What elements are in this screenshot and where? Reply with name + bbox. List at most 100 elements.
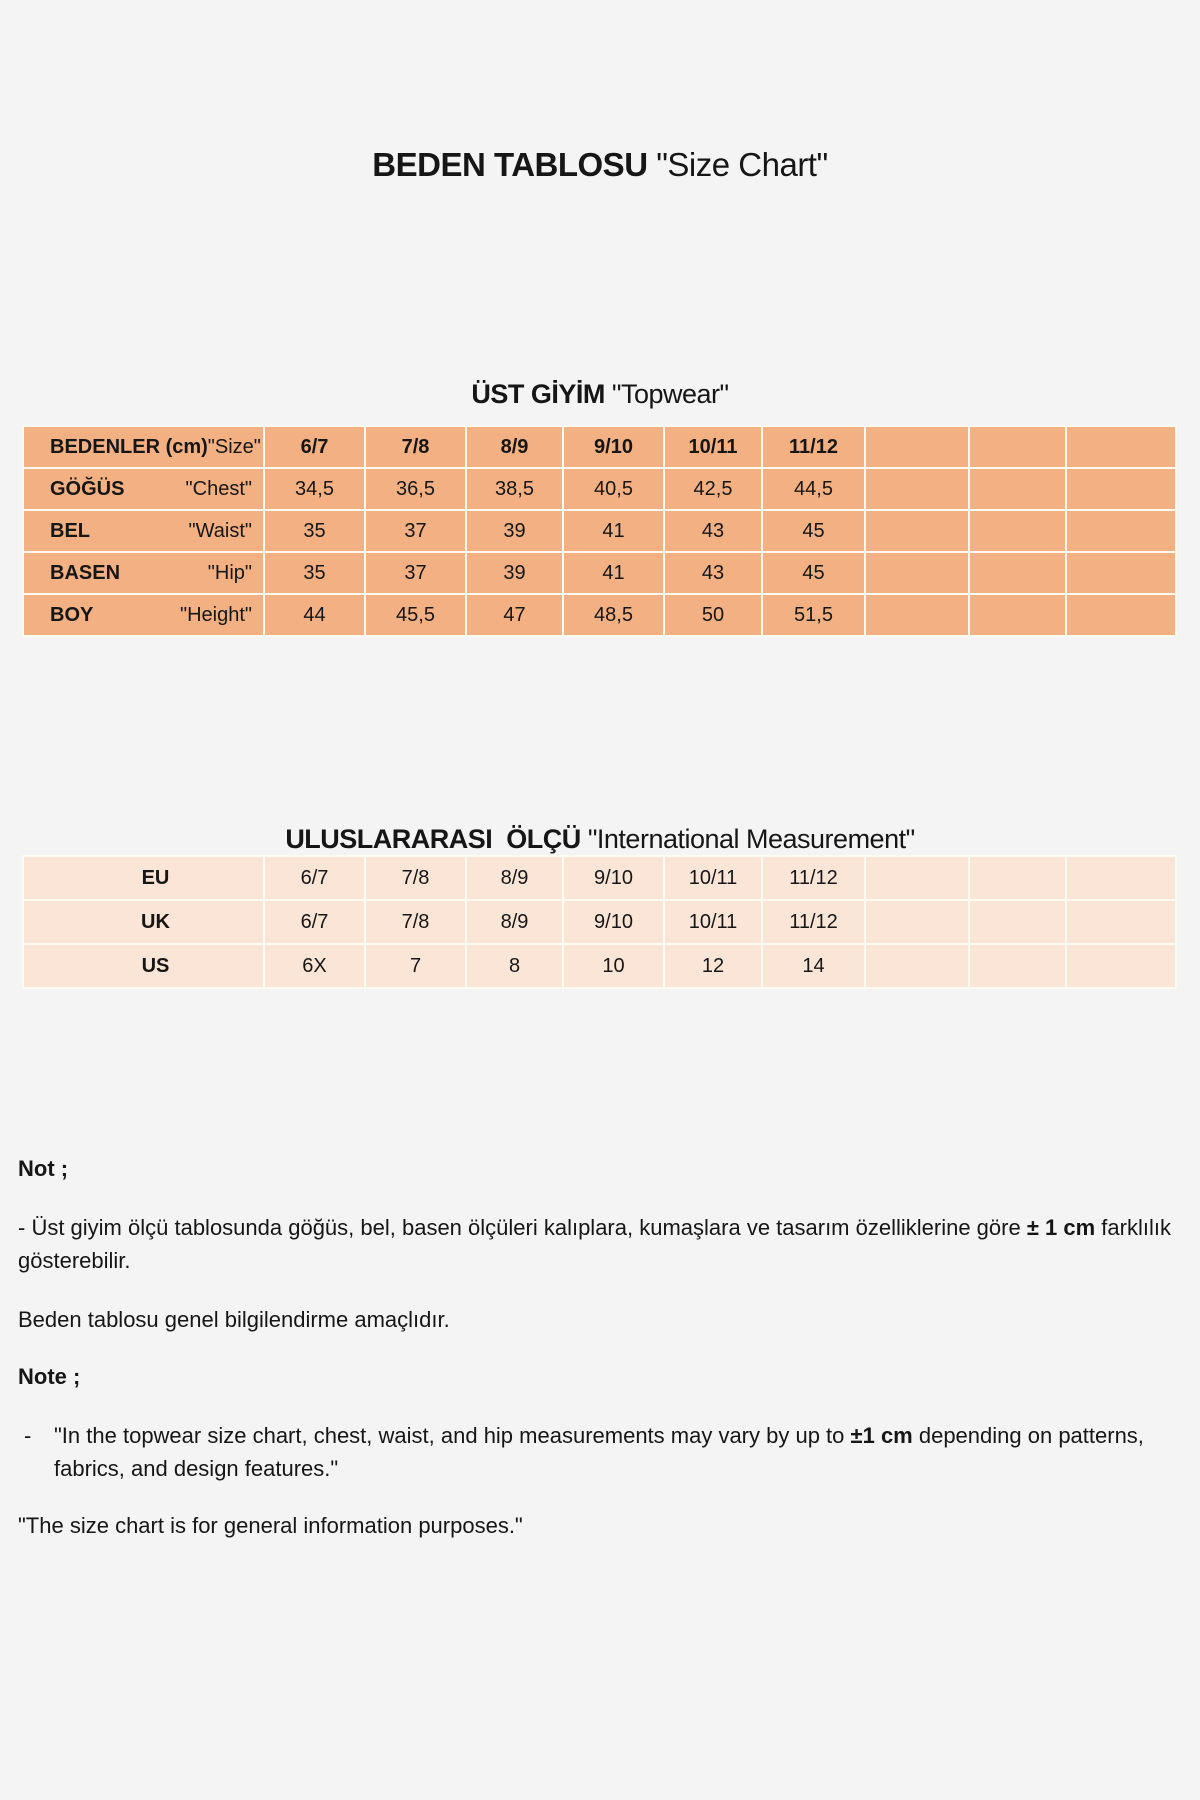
empty-cell	[864, 943, 970, 989]
value-cell: 10/11	[663, 899, 763, 945]
empty-cell	[968, 855, 1067, 901]
measure-label-turkish: BEL	[50, 519, 90, 542]
value-cell: 7	[364, 943, 467, 989]
topwear-title-turkish: ÜST GİYİM	[471, 379, 605, 409]
empty-cell	[968, 899, 1067, 945]
value-cell: 43	[663, 551, 763, 595]
measure-label-cell: BASEN "Hip"	[22, 551, 265, 595]
page-title-english	[648, 146, 657, 183]
note-item-turkish-tail: farklılık gösterebilir.	[18, 1215, 1171, 1273]
value-cell: 6/7	[263, 899, 366, 945]
value-cell: 7/8	[364, 899, 467, 945]
topwear-title-translation: "Topwear"	[611, 379, 729, 409]
measure-label-turkish: BOY	[50, 603, 94, 626]
value-cell: 8/9	[465, 899, 564, 945]
value-cell: 14	[761, 943, 866, 989]
table-row: BEL "Waist" 35 37 39 41 43 45	[22, 509, 1177, 553]
size-header-cell: 9/10	[562, 425, 665, 469]
empty-cell	[1065, 943, 1177, 989]
value-cell: 37	[364, 509, 467, 553]
value-cell: 35	[263, 509, 366, 553]
table-row: UK 6/7 7/8 8/9 9/10 10/11 11/12	[22, 899, 1177, 945]
value-cell: 47	[465, 593, 564, 637]
notes-section: Not ; - Üst giyim ölçü tablosunda göğüs,…	[18, 1152, 1190, 1566]
empty-cell	[864, 899, 970, 945]
value-cell: 11/12	[761, 855, 866, 901]
value-cell: 8	[465, 943, 564, 989]
value-cell: 39	[465, 551, 564, 595]
empty-cell	[968, 593, 1067, 637]
empty-cell	[864, 551, 970, 595]
measure-label-english: "Hip"	[207, 561, 252, 584]
value-cell: 42,5	[663, 467, 763, 511]
value-cell: 9/10	[562, 855, 665, 901]
note-item-english-text: "In the topwear size chart, chest, waist…	[54, 1419, 1190, 1485]
topwear-title-space	[605, 379, 612, 409]
note-heading-english: Note ;	[18, 1364, 81, 1389]
region-label-cell: EU	[22, 855, 265, 901]
value-cell: 38,5	[465, 467, 564, 511]
empty-cell	[1065, 855, 1177, 901]
value-cell: 10	[562, 943, 665, 989]
value-cell: 35	[263, 551, 366, 595]
measure-label-english: "Waist"	[188, 519, 252, 542]
value-cell: 45	[761, 509, 866, 553]
empty-cell	[1065, 551, 1177, 595]
table-row: BOY "Height" 44 45,5 47 48,5 50 51,5	[22, 593, 1177, 637]
empty-cell	[864, 593, 970, 637]
international-size-table: EU 6/7 7/8 8/9 9/10 10/11 11/12 UK 6/7 7…	[22, 855, 1177, 989]
table-row: US 6X 7 8 10 12 14	[22, 943, 1177, 989]
table-row: EU 6/7 7/8 8/9 9/10 10/11 11/12	[22, 855, 1177, 901]
international-title-turkish: ULUSLARARASI ÖLÇÜ	[285, 824, 581, 854]
table-row: BEDENLER (cm) "Size" 6/7 7/8 8/9 9/10 10…	[22, 425, 1177, 469]
international-title-translation: "International Measurement"	[587, 824, 915, 854]
note-item-turkish: - Üst giyim ölçü tablosunda göğüs, bel, …	[18, 1211, 1190, 1277]
value-cell: 40,5	[562, 467, 665, 511]
topwear-size-table: BEDENLER (cm) "Size" 6/7 7/8 8/9 9/10 10…	[22, 425, 1177, 637]
measure-label-cell: BOY "Height"	[22, 593, 265, 637]
size-header-cell: 10/11	[663, 425, 763, 469]
region-label-cell: UK	[22, 899, 265, 945]
empty-cell	[1065, 467, 1177, 511]
topwear-section-title: ÜST GİYİM "Topwear"	[0, 379, 1200, 410]
value-cell: 45,5	[364, 593, 467, 637]
size-header-cell: 8/9	[465, 425, 564, 469]
value-cell: 45	[761, 551, 866, 595]
empty-cell	[864, 855, 970, 901]
page-title-translation: "Size Chart"	[656, 146, 828, 183]
measure-label-cell: BEL "Waist"	[22, 509, 265, 553]
value-cell: 11/12	[761, 899, 866, 945]
value-cell: 51,5	[761, 593, 866, 637]
header-label-cell: BEDENLER (cm) "Size"	[22, 425, 265, 469]
empty-cell	[968, 425, 1067, 469]
region-label-cell: US	[22, 943, 265, 989]
note-general-turkish: Beden tablosu genel bilgilendirme amaçlı…	[18, 1307, 450, 1332]
note-item-english: - "In the topwear size chart, chest, wai…	[18, 1419, 1190, 1485]
header-label-turkish: BEDENLER (cm)	[50, 435, 208, 458]
size-header-cell: 6/7	[263, 425, 366, 469]
empty-cell	[1065, 509, 1177, 553]
note-heading-turkish: Not ;	[18, 1156, 69, 1181]
empty-cell	[1065, 593, 1177, 637]
note-item-english-tail: depending on patterns, fabrics, and desi…	[54, 1423, 1144, 1481]
page-title: BEDEN TABLOSU "Size Chart"	[0, 146, 1200, 184]
value-cell: 39	[465, 509, 564, 553]
value-cell: 37	[364, 551, 467, 595]
empty-cell	[968, 943, 1067, 989]
value-cell: 6/7	[263, 855, 366, 901]
note-item-turkish-bold: ± 1 cm	[1026, 1215, 1096, 1240]
note-item-english-before: "In the topwear size chart, chest, waist…	[54, 1423, 851, 1448]
measure-label-english: "Chest"	[185, 477, 252, 500]
value-cell: 34,5	[263, 467, 366, 511]
measure-label-cell: GÖĞÜS "Chest"	[22, 467, 265, 511]
page-title-turkish: BEDEN TABLOSU	[372, 146, 648, 183]
value-cell: 41	[562, 509, 665, 553]
empty-cell	[864, 425, 970, 469]
value-cell: 48,5	[562, 593, 665, 637]
empty-cell	[968, 467, 1067, 511]
note-item-turkish-text: - Üst giyim ölçü tablosunda göğüs, bel, …	[18, 1215, 1027, 1240]
table-row: BASEN "Hip" 35 37 39 41 43 45	[22, 551, 1177, 595]
empty-cell	[1065, 899, 1177, 945]
table-row: GÖĞÜS "Chest" 34,5 36,5 38,5 40,5 42,5 4…	[22, 467, 1177, 511]
value-cell: 41	[562, 551, 665, 595]
